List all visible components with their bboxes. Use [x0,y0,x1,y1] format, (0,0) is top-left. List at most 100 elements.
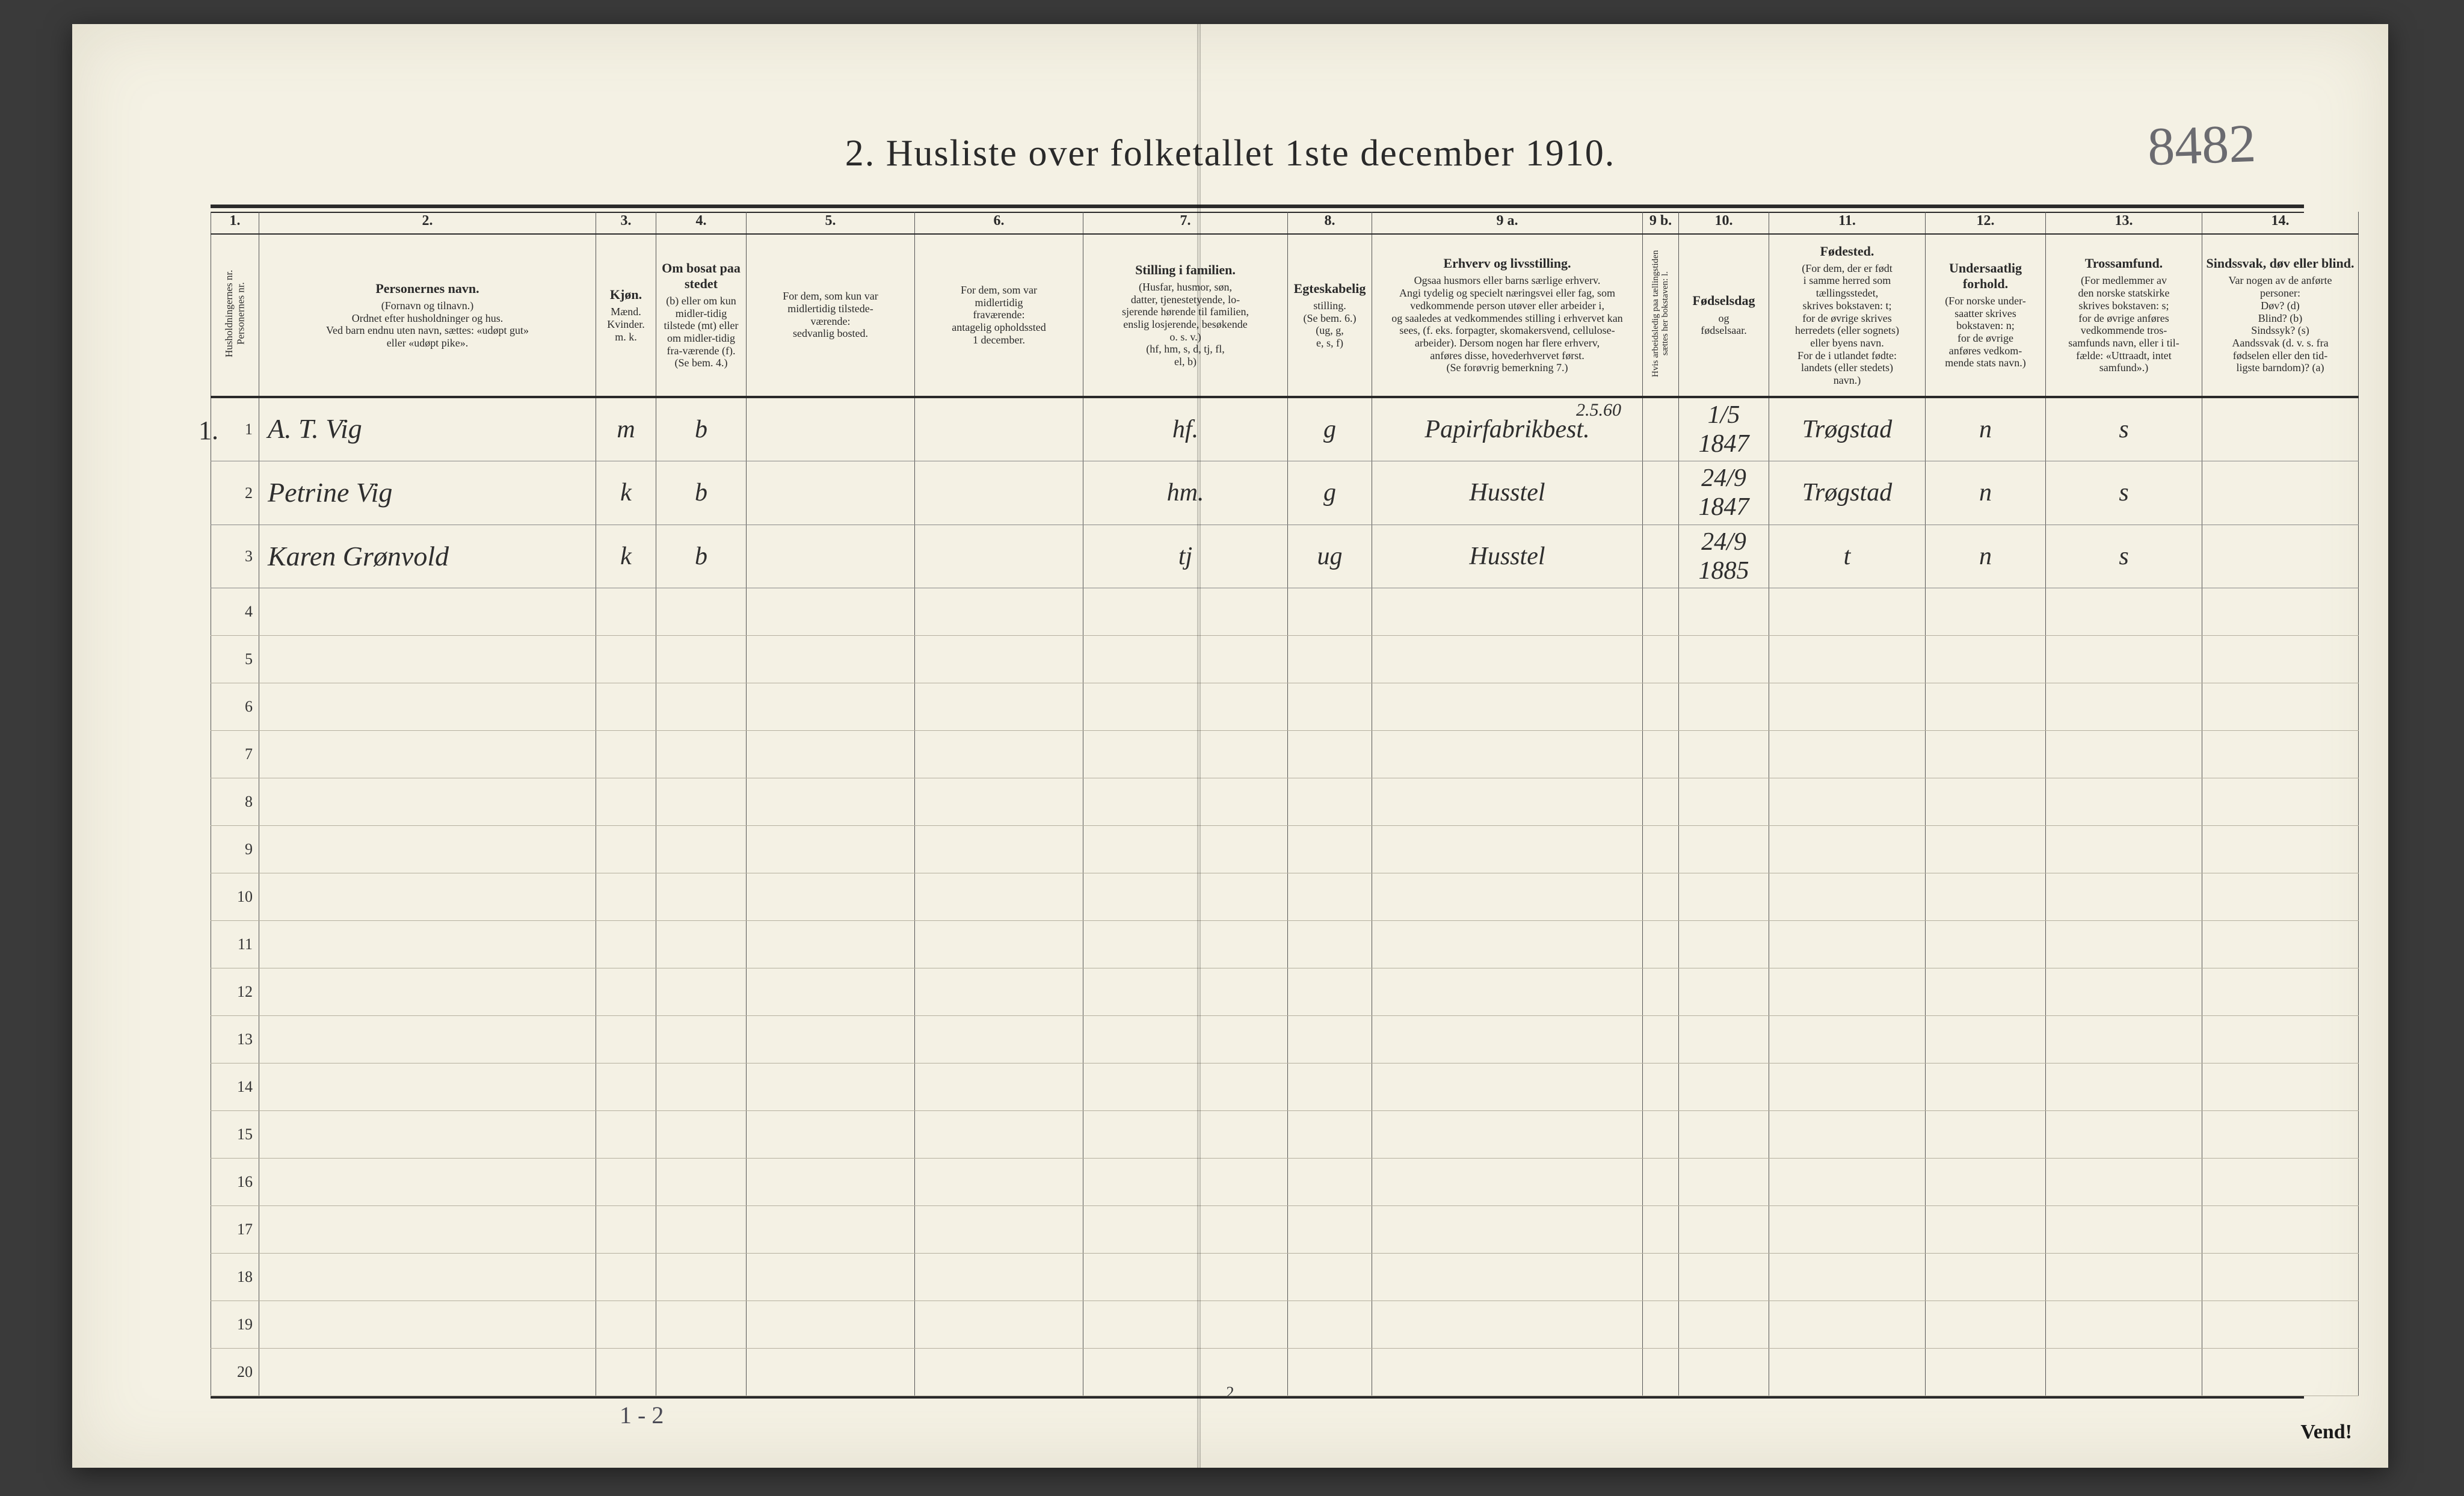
table-cell: Husstel [1372,525,1643,588]
table-cell [1083,826,1288,873]
table-cell: m [596,397,656,461]
table-cell [1083,683,1288,731]
table-cell [915,921,1083,968]
table-cell [1679,873,1769,921]
table-cell [2202,873,2359,921]
table-cell: 19 [211,1301,259,1349]
table-cell [2046,873,2202,921]
table-cell [596,588,656,636]
table-cell [1372,1016,1643,1064]
top-right-annotation: 8482 [2146,112,2256,178]
table-cell [2046,1301,2202,1349]
table-body: 1A. T. Vigmbhf.gPapirfabrikbest.1/5 1847… [211,397,2359,1396]
table-cell: A. T. Vig [259,397,596,461]
table-cell: 10 [211,873,259,921]
table-cell [1288,1159,1372,1206]
table-cell [1083,778,1288,826]
table-cell [1769,636,1926,683]
table-cell: hm. [1083,461,1288,525]
table-cell [1769,1254,1926,1301]
table-cell: Trøgstad [1769,461,1926,525]
table-cell [596,1206,656,1254]
table-cell [2046,1349,2202,1396]
table-cell [1288,1349,1372,1396]
table-cell [1083,1159,1288,1206]
table-cell: 14 [211,1064,259,1111]
table-cell [1769,921,1926,968]
table-cell [1643,731,1679,778]
table-cell [596,1349,656,1396]
table-cell [1769,731,1926,778]
table-row: 19 [211,1301,2359,1349]
table-cell [1643,588,1679,636]
table-cell: k [596,525,656,588]
table-cell [1643,921,1679,968]
table-cell [747,921,915,968]
table-cell [1372,1111,1643,1159]
table-cell [1083,1064,1288,1111]
table-cell: 3 [211,525,259,588]
table-cell [915,588,1083,636]
table-cell [747,826,915,873]
table-cell [259,1206,596,1254]
table-cell [2202,1064,2359,1111]
table-cell [1769,1206,1926,1254]
census-table: 1.2.3.4.5.6.7.8.9 a.9 b.10.11.12.13.14. … [211,212,2359,1396]
table-cell [596,826,656,873]
table-cell [1926,826,2046,873]
rule-bottom [211,1396,2304,1399]
column-header: Personernes navn.(Fornavn og tilnavn.) O… [259,234,596,397]
column-number: 7. [1083,212,1288,234]
column-header-sub: Mænd. Kvinder. m. k. [600,306,652,343]
table-row: 8 [211,778,2359,826]
table-cell [747,731,915,778]
vend-label: Vend! [2300,1421,2352,1444]
table-cell [1372,873,1643,921]
column-header-main: Trossamfund. [2050,256,2198,271]
column-header-main: Undersaatlig forhold. [1929,260,2042,291]
table-cell [1769,778,1926,826]
table-cell: n [1926,461,2046,525]
table-cell [1083,873,1288,921]
table-cell [1083,1254,1288,1301]
table-cell [656,1206,747,1254]
table-row: 12 [211,968,2359,1016]
table-cell [2202,636,2359,683]
table-cell [747,873,915,921]
table-cell [2202,525,2359,588]
table-cell [1372,921,1643,968]
column-number: 5. [747,212,915,234]
table-cell [1679,1349,1769,1396]
column-number: 6. [915,212,1083,234]
table-cell [1288,1111,1372,1159]
table-cell [259,683,596,731]
table-cell [259,921,596,968]
table-cell [2202,588,2359,636]
column-header-main: Sindssvak, døv eller blind. [2206,256,2355,271]
table-cell [747,1016,915,1064]
column-header: Egteskabeligstilling. (Se bem. 6.) (ug, … [1288,234,1372,397]
table-cell [1679,921,1769,968]
table-cell [259,1349,596,1396]
table-cell [596,778,656,826]
column-number: 13. [2046,212,2202,234]
column-header: Husholdningernes nr. Personernes nr. [211,234,259,397]
table-cell [1288,778,1372,826]
table-cell [2046,588,2202,636]
column-header-main: Erhverv og livsstilling. [1376,256,1639,271]
table-cell [747,588,915,636]
table-cell [747,636,915,683]
column-header: Stilling i familien.(Husfar, husmor, søn… [1083,234,1288,397]
table-cell [2202,921,2359,968]
column-number-row: 1.2.3.4.5.6.7.8.9 a.9 b.10.11.12.13.14. [211,212,2359,234]
table-cell [747,1301,915,1349]
table-cell [1926,873,2046,921]
table-cell [2202,1301,2359,1349]
table-cell [596,636,656,683]
table-cell [1926,1206,2046,1254]
table-cell [2202,1254,2359,1301]
table-cell [1679,1301,1769,1349]
table-cell [1679,1016,1769,1064]
table-cell [656,826,747,873]
table-cell [1288,873,1372,921]
